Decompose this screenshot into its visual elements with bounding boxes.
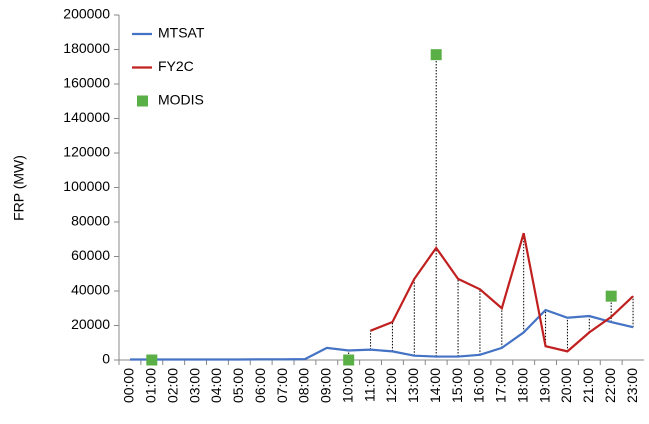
y-tick-label: 120000 — [63, 144, 110, 160]
x-tick-label: 05:00 — [230, 368, 246, 403]
marker — [146, 354, 158, 366]
x-tick-label: 22:00 — [602, 368, 618, 403]
y-axis-title: FRP (MW) — [11, 155, 27, 221]
x-tick-label: 01:00 — [143, 368, 159, 403]
y-tick-label: 140000 — [63, 109, 110, 125]
x-tick-label: 03:00 — [186, 368, 202, 403]
x-tick-label: 16:00 — [471, 368, 487, 403]
series-line — [129, 308, 634, 361]
x-tick-label: 13:00 — [405, 368, 421, 403]
x-tick-label: 06:00 — [252, 368, 268, 403]
y-tick-label: 40000 — [71, 282, 110, 298]
marker — [605, 290, 617, 302]
y-tick-label: 180000 — [63, 40, 110, 56]
x-tick-label: 12:00 — [383, 368, 399, 403]
x-tick-label: 14:00 — [427, 368, 443, 403]
x-tick-label: 15:00 — [449, 368, 465, 403]
x-tick-label: 02:00 — [164, 368, 180, 403]
x-tick-label: 10:00 — [339, 368, 355, 403]
y-tick-label: 160000 — [63, 75, 110, 91]
y-tick-label: 80000 — [71, 213, 110, 229]
x-tick-label: 18:00 — [514, 368, 530, 403]
legend-label: FY2C — [158, 58, 194, 74]
y-tick-label: 200000 — [63, 6, 110, 22]
y-tick-label: 0 — [102, 351, 110, 367]
y-tick-label: 20000 — [71, 316, 110, 332]
x-tick-label: 21:00 — [580, 368, 596, 403]
x-tick-label: 00:00 — [121, 368, 137, 403]
x-tick-label: 17:00 — [493, 368, 509, 403]
marker — [430, 49, 442, 61]
legend-swatch — [137, 95, 148, 107]
x-tick-label: 20:00 — [558, 368, 574, 403]
y-tick-label: 60000 — [71, 247, 110, 263]
x-tick-label: 11:00 — [361, 368, 377, 402]
x-tick-label: 07:00 — [274, 368, 290, 403]
legend-label: MTSAT — [158, 25, 205, 41]
series-line — [370, 232, 634, 353]
x-tick-label: 23:00 — [624, 368, 640, 403]
x-tick-label: 09:00 — [318, 368, 334, 403]
legend-label: MODIS — [158, 92, 204, 108]
x-tick-label: 04:00 — [208, 368, 224, 403]
marker — [343, 354, 355, 366]
x-tick-label: 19:00 — [536, 368, 552, 403]
x-tick-label: 08:00 — [296, 368, 312, 403]
y-tick-label: 100000 — [63, 178, 110, 194]
